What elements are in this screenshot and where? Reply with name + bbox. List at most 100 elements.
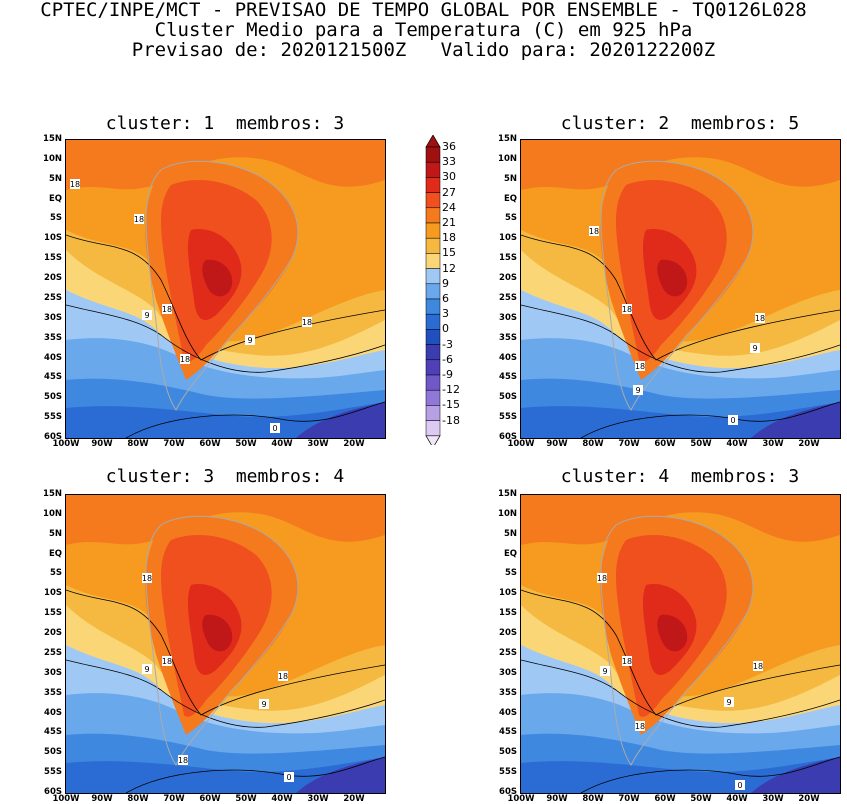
lat-tick-label: 5N (503, 173, 517, 184)
contour-label-bg (589, 226, 599, 236)
contour-label-bg (728, 415, 738, 425)
contour-label: 0 (272, 424, 277, 433)
colorbar-label: 18 (442, 231, 456, 245)
lat-tick-label: EQ (503, 193, 517, 204)
lat-tick-label: 35S (44, 332, 62, 343)
contour-label: 18 (70, 180, 80, 189)
contour-label-bg (245, 335, 255, 345)
contour-label: 18 (142, 574, 152, 583)
lat-tick-label: 50S (44, 747, 62, 758)
colorbar-label: -9 (442, 368, 453, 381)
lat-tick-label: 15S (499, 608, 517, 619)
colorbar-segment (425, 268, 441, 285)
lat-tick-label: 40S (499, 707, 517, 718)
lat-tick-label: 25S (499, 292, 517, 303)
lon-tick-label: 70W (618, 439, 640, 449)
lon-tick-label: 30W (307, 439, 329, 449)
lat-tick-label: 5N (48, 173, 62, 184)
lat-tick-label: EQ (503, 548, 517, 559)
lat-tick-label: 10S (44, 588, 62, 599)
lon-tick-label: 90W (91, 794, 113, 804)
contour-label: 18 (635, 362, 645, 371)
lon-tick-label: 100W (52, 794, 80, 804)
map-panel-4: 18 18 9 18 9 18 0 (520, 494, 841, 794)
colorbar-label: 36 (442, 140, 456, 153)
lat-tick-label: 35S (499, 332, 517, 343)
contour-label-bg (178, 755, 188, 765)
colorbar-segment (425, 177, 441, 193)
colorbar-label: -6 (442, 352, 453, 366)
lon-tick-label: 60W (654, 794, 676, 804)
lon-tick-label: 50W (690, 794, 712, 804)
contour-label-bg (180, 354, 190, 364)
contour-label-bg (284, 772, 294, 782)
colorbar-label: -15 (442, 398, 460, 412)
lat-tick-label: 10N (498, 508, 517, 519)
lat-tick-label: 20S (44, 273, 62, 284)
lon-tick-label: 40W (726, 439, 748, 449)
lon-tick-label: 50W (235, 439, 257, 449)
contour-label: 18 (622, 305, 632, 314)
panel-title-2: cluster: 2 membros: 5 (560, 113, 800, 134)
lon-tick-label: 100W (52, 439, 80, 449)
lat-tick-label: 45S (44, 727, 62, 738)
lat-tick-label: 20S (499, 273, 517, 284)
lat-tick-label: 25S (44, 647, 62, 658)
lat-tick-label: 25S (44, 292, 62, 303)
contour-label: 9 (261, 700, 266, 709)
lat-tick-label: 60S (499, 787, 517, 797)
lon-tick-label: 30W (762, 439, 784, 449)
colorbar-segment (425, 405, 441, 421)
contour-label-bg (142, 573, 152, 583)
colorbar-segment (425, 237, 441, 254)
lat-tick-label: 50S (499, 392, 517, 403)
colorbar-label: -18 (442, 413, 460, 427)
contour-label-bg (162, 656, 172, 666)
lat-tick-label: EQ (48, 193, 62, 204)
map-panel-3: 18 18 9 18 9 18 0 (65, 494, 386, 794)
lon-tick-label: 90W (91, 439, 113, 449)
lon-tick-label: 60W (199, 439, 221, 449)
map-panel-2: 18 18 9 18 9 18 0 (520, 139, 841, 439)
lat-tick-label: 15N (498, 489, 517, 499)
lon-tick-label: 40W (271, 439, 293, 449)
lat-tick-label: 10S (499, 233, 517, 244)
lat-tick-label: 15S (44, 253, 62, 264)
colorbar-label: -12 (442, 383, 460, 397)
colorbar-label: 3 (442, 307, 449, 321)
lat-tick-label: 40S (44, 352, 62, 363)
colorbar-label: 33 (442, 155, 456, 169)
lat-tick-label: 30S (44, 667, 62, 678)
lat-tick-label: 55S (499, 412, 517, 423)
lon-tick-label: 80W (127, 439, 149, 449)
colorbar-segment (425, 359, 441, 376)
lat-tick-label: 15N (498, 134, 517, 144)
lon-tick-label: 30W (307, 794, 329, 804)
lat-tick-label: 45S (44, 372, 62, 383)
colorbar-segment (425, 420, 441, 437)
lat-tick-label: 10N (43, 508, 62, 519)
contour-label-bg (600, 666, 610, 676)
lon-tick-label: 60W (199, 794, 221, 804)
lat-tick-label: 55S (44, 412, 62, 423)
colorbar-label: 30 (442, 170, 456, 184)
lon-tick-label: 70W (618, 794, 640, 804)
lat-tick-label: 10N (498, 153, 517, 164)
lat-tick-label: 45S (499, 372, 517, 383)
chart-title-line3: Previsao de: 2020121500Z Valido para: 20… (131, 39, 716, 61)
lat-tick-label: 35S (44, 687, 62, 698)
colorbar-segment (425, 207, 441, 224)
contour-label-bg (134, 214, 144, 224)
colorbar-segment (425, 313, 441, 330)
colorbar-segment (425, 374, 441, 391)
contour-label-bg (142, 664, 152, 674)
lon-tick-label: 20W (343, 794, 365, 804)
lon-tick-label: 50W (235, 794, 257, 804)
lat-tick-label: 40S (44, 707, 62, 718)
contour-label: 18 (753, 662, 763, 671)
lat-tick-label: 40S (499, 352, 517, 363)
lat-tick-label: 60S (499, 432, 517, 442)
contour-label: 9 (635, 386, 640, 395)
lat-tick-label: 45S (499, 727, 517, 738)
contour-label: 18 (622, 657, 632, 666)
